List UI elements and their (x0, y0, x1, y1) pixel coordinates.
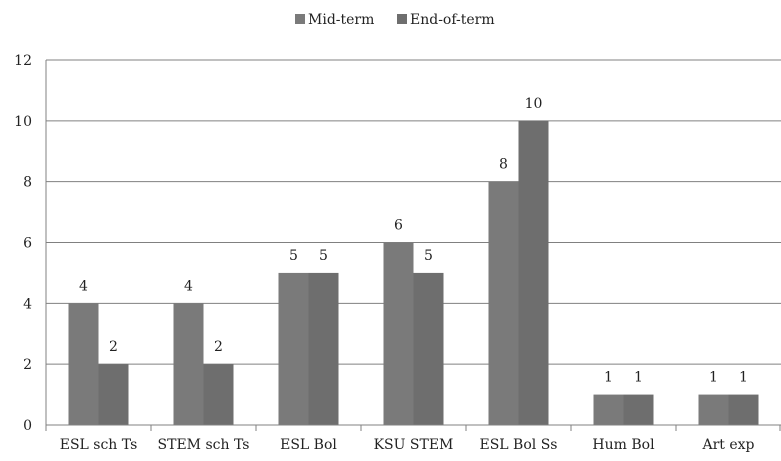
data-label: 8 (499, 157, 508, 173)
bar-mid-term (278, 272, 309, 425)
bar-mid-term (173, 303, 204, 425)
data-label: 6 (394, 218, 403, 234)
legend-swatch (295, 14, 305, 24)
data-label: 5 (319, 248, 328, 264)
legend: Mid-term End-of-term (295, 12, 495, 28)
y-tick-label: 12 (14, 53, 32, 69)
bar-mid-term (68, 303, 99, 425)
data-label: 4 (184, 278, 193, 294)
data-label: 1 (634, 370, 643, 386)
data-label: 5 (424, 248, 433, 264)
x-tick-label: Art exp (701, 437, 754, 453)
bar-end-of-term (413, 272, 444, 425)
y-tick-label: 6 (23, 236, 32, 252)
bar-mid-term (698, 394, 729, 425)
y-tick-label: 2 (23, 357, 32, 373)
data-label: 1 (604, 370, 613, 386)
y-tick-label: 0 (23, 418, 32, 434)
bar-end-of-term (308, 272, 339, 425)
x-tick-label: ESL Bol Ss (480, 437, 558, 453)
data-label: 2 (109, 339, 118, 355)
bar-end-of-term (623, 394, 654, 425)
bar-mid-term (593, 394, 624, 425)
data-label: 10 (525, 96, 543, 112)
x-tick-label: STEM sch Ts (158, 437, 250, 453)
y-tick-label: 4 (23, 296, 32, 312)
legend-swatch (397, 14, 407, 24)
x-tick-label: ESL sch Ts (60, 437, 138, 453)
data-label: 2 (214, 339, 223, 355)
bar-mid-term (488, 181, 519, 425)
data-label: 5 (289, 248, 298, 264)
data-label: 1 (739, 370, 748, 386)
bar-end-of-term (518, 120, 549, 425)
bar-mid-term (383, 242, 414, 425)
data-labels: 4 2 4 2 5 5 6 5 8 10 1 1 1 1 (79, 96, 748, 386)
y-tick-label: 10 (14, 114, 32, 130)
legend-label: Mid-term (308, 12, 374, 28)
x-tick-label: Hum Bol (592, 437, 655, 453)
bar-end-of-term (203, 364, 234, 425)
bar-end-of-term (98, 364, 129, 425)
bars (68, 120, 759, 425)
data-label: 4 (79, 278, 88, 294)
y-tick-label: 8 (23, 175, 32, 191)
x-tick-label: KSU STEM (374, 437, 454, 453)
bar-end-of-term (728, 394, 759, 425)
x-tick-label: ESL Bol (280, 437, 337, 453)
legend-label: End-of-term (410, 12, 495, 28)
data-label: 1 (709, 370, 718, 386)
